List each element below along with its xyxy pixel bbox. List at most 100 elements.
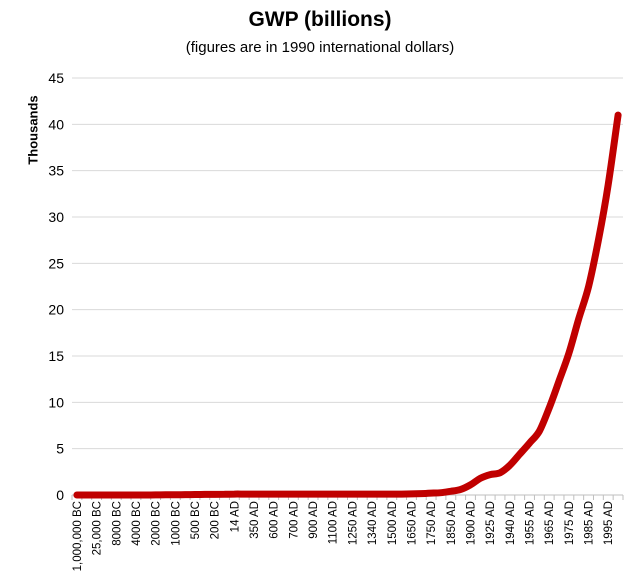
data-point [509,465,510,466]
x-tick-label: 1955 AD [525,501,537,545]
x-tick-label: 2000 BC [151,501,163,546]
data-point [313,494,314,495]
data-point [214,494,215,495]
chart-title: GWP (billions) [248,8,392,31]
data-point [549,407,550,408]
y-tick-label: 5 [56,441,64,457]
data-point [529,443,530,444]
series-layer [73,111,622,499]
series-line-gwp [73,111,622,499]
data-point [401,494,402,495]
chart-subtitle: (figures are in 1990 international dolla… [185,39,455,56]
data-point [500,472,501,473]
x-tick-label: 8000 BC [111,501,123,546]
data-point [332,494,333,495]
x-tick-label: 1850 AD [446,501,458,545]
data-point [431,493,432,494]
data-point [421,493,422,494]
data-point [76,495,77,496]
data-point [440,492,441,493]
x-tick-label: 25,000 BC [92,501,104,555]
data-point [273,494,274,495]
data-point [303,494,304,495]
data-point [460,489,461,490]
data-point [283,494,284,495]
y-tick-label: 10 [48,394,64,410]
data-point [352,494,353,495]
y-tick-label: 15 [48,348,64,364]
x-tick-label: 700 AD [288,501,300,539]
data-point [381,494,382,495]
data-point [155,494,156,495]
data-point [568,353,569,354]
x-tick-label: 1340 AD [367,501,379,545]
data-point [450,491,451,492]
data-point [372,494,373,495]
x-tick-label: 14 AD [229,501,241,532]
y-tick-label: 40 [48,116,64,132]
data-point [391,494,392,495]
data-point [588,286,589,287]
data-point [254,494,255,495]
data-point [608,184,609,185]
x-axis-ticks: 1,000,000 BC 25,000 BC 8000 BC 4000 BC 2000 … [71,495,624,571]
y-tick-label: 20 [48,302,64,318]
data-point [618,115,619,116]
x-tick-label: 1940 AD [505,501,517,545]
data-point [185,494,186,495]
data-point [194,494,195,495]
data-point [106,495,107,496]
x-tick-label: 200 BC [210,501,222,539]
data-point [598,240,599,241]
data-point [480,478,481,479]
data-point [86,495,87,496]
data-point [342,494,343,495]
x-tick-label: 1900 AD [465,501,477,545]
x-tick-label: 1975 AD [564,501,576,545]
data-point [578,318,579,319]
x-tick-label: 4000 BC [131,501,143,546]
y-tick-label: 35 [48,163,64,179]
x-tick-label: 1100 AD [328,501,340,544]
y-tick-label: 0 [56,487,64,503]
y-tick-label: 30 [48,209,64,225]
data-point [165,494,166,495]
data-point [470,484,471,485]
x-tick-label: 1650 AD [406,501,418,545]
data-point [135,495,136,496]
x-tick-label: 1925 AD [485,501,497,545]
data-point [539,431,540,432]
data-point [559,381,560,382]
data-point [96,495,97,496]
data-point [116,495,117,496]
y-tick-label: 25 [48,255,64,271]
data-point [322,494,323,495]
data-point [411,493,412,494]
data-point [145,495,146,496]
x-tick-label: 1000 BC [170,501,182,546]
data-point [224,494,225,495]
data-point [519,454,520,455]
data-point [175,494,176,495]
data-point [126,495,127,496]
y-axis-ticks: 0 5 10 15 20 25 30 35 40 45 [48,70,64,503]
x-tick-label: 1985 AD [584,501,596,545]
data-point [362,494,363,495]
x-tick-label: 500 BC [190,501,202,539]
data-point [263,494,264,495]
x-tick-label: 1500 AD [387,501,399,545]
x-tick-label: 350 AD [249,501,261,539]
data-point [490,474,491,475]
data-point [234,494,235,495]
x-tick-label: 1,000,000 BC [72,501,84,571]
x-tick-label: 1965 AD [544,501,556,545]
y-tick-label: 45 [48,70,64,86]
x-tick-label: 1250 AD [347,501,359,545]
data-point [293,494,294,495]
x-tick-label: 600 AD [269,501,281,539]
x-tick-label: 1995 AD [603,501,615,545]
data-point [244,494,245,495]
x-tick-label: 900 AD [308,501,320,539]
data-point [204,494,205,495]
